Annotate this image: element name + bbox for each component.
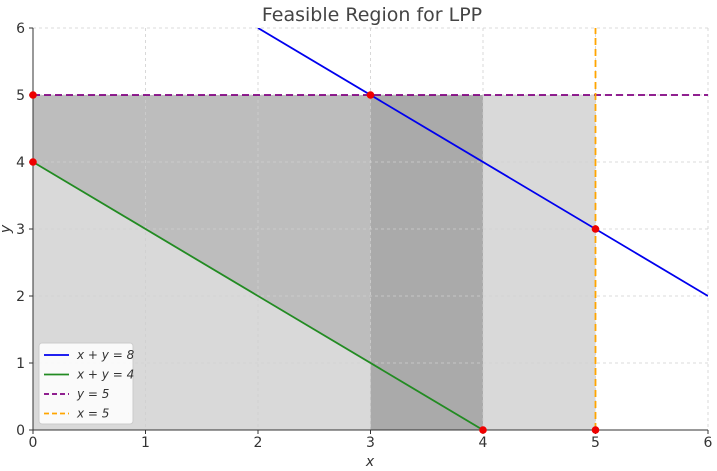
shaded-region-2 [370, 95, 483, 430]
series-line-0 [257, 28, 708, 297]
vertex-point-4 [479, 426, 487, 434]
vertex-point-5 [591, 426, 600, 434]
chart-title: Feasible Region for LPP [262, 4, 482, 26]
x-tick-label-0: 0 [29, 435, 38, 451]
legend-label-0: x + y = 8 [76, 348, 135, 362]
vertex-point-3 [591, 225, 600, 233]
x-tick-label-2: 2 [254, 435, 263, 451]
series-line-1 [33, 161, 484, 430]
x-tick-label-1: 1 [141, 435, 150, 451]
y-tick-label-1: 1 [16, 356, 25, 372]
legend-box [38, 342, 134, 425]
vertex-point-0 [29, 91, 37, 99]
legend-label-2: y = 5 [76, 387, 109, 401]
y-tick-label-0: 0 [16, 423, 25, 439]
x-tick-label-3: 3 [366, 435, 375, 451]
plot-area: 0 1 2 3 4 5 6 0 1 2 3 4 5 6 x + y = 8 x + y = 4 y = 5 x =… [16, 21, 712, 451]
legend-label-1: x + y = 4 [76, 368, 134, 382]
x-tick-label-4: 4 [479, 435, 488, 451]
y-tick-label-4: 4 [16, 155, 25, 171]
y-axis-label: y [0, 224, 14, 234]
vertex-point-1 [29, 158, 37, 166]
legend-label-3: x = 5 [76, 407, 109, 421]
vertex-point-2 [366, 91, 375, 99]
x-axis-label: x [365, 454, 375, 470]
y-tick-label-3: 3 [16, 222, 25, 238]
y-tick-label-2: 2 [16, 289, 25, 305]
y-tick-label-5: 5 [16, 88, 25, 104]
y-tick-label-6: 6 [16, 21, 25, 37]
x-tick-label-6: 6 [704, 435, 713, 451]
x-tick-label-5: 5 [591, 435, 600, 451]
